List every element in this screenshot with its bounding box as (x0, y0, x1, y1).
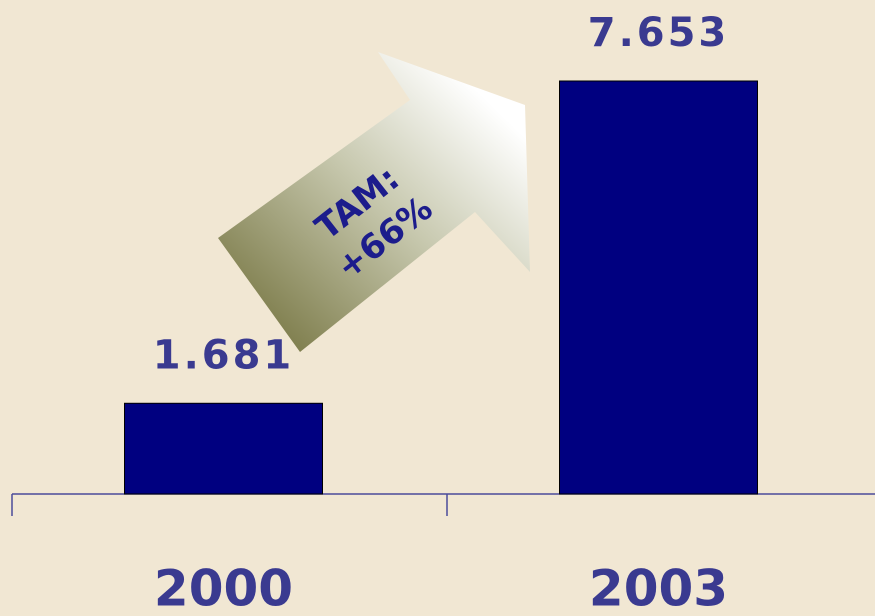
bar (124, 402, 323, 495)
x-tick-label: 2000 (154, 560, 293, 616)
value-label: 1.681 (153, 332, 295, 378)
value-label: 7.653 (588, 10, 730, 56)
x-tick-label: 2003 (589, 560, 728, 616)
bar (559, 80, 758, 495)
growth-arrow (218, 52, 530, 352)
